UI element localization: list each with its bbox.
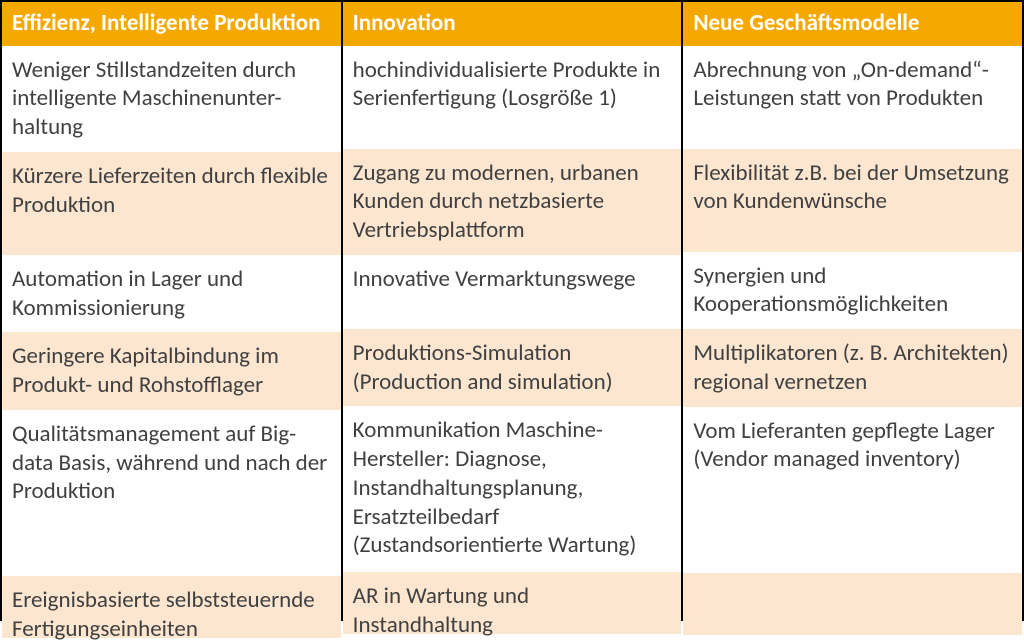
column-business-models: Neue Geschäftsmodelle Abrechnung von „On… <box>683 2 1022 619</box>
table-cell: Ereignisbasierte selbststeuernde Fertigu… <box>2 576 341 638</box>
table-cell: Vom Lieferanten gepflegte Lager (Vendor … <box>683 407 1022 573</box>
table-cell: Kürzere Lieferzeiten durch flexible Prod… <box>2 152 341 255</box>
column-header: Neue Geschäftsmodelle <box>683 2 1022 46</box>
column-header: Effizienz, Intelligente Produktion <box>2 2 341 46</box>
column-innovation: Innovation hochindividualisierte Produkt… <box>343 2 684 619</box>
table-cell: Weniger Stillstandzeiten durch intellige… <box>2 46 341 152</box>
table-cell: Geringere Kapitalbindung im Produkt- und… <box>2 332 341 410</box>
table-cell: AR in Wartung und Instandhaltung <box>343 572 682 634</box>
column-efficiency: Effizienz, Intelligente Produktion Wenig… <box>2 2 343 619</box>
comparison-table: Effizienz, Intelligente Produktion Wenig… <box>0 0 1024 621</box>
table-cell: Innovative Vermarktungswege <box>343 255 682 329</box>
table-cell: Flexibilität z.B. bei der Umsetzung von … <box>683 149 1022 252</box>
table-cell: Kommunikation Maschine-Hersteller: Diagn… <box>343 406 682 572</box>
table-cell: Zugang zu modernen, urbanen Kunden durch… <box>343 149 682 255</box>
table-cell: hochindividualisierte Produkte in Serien… <box>343 46 682 149</box>
table-cell: Abrechnung von „On-demand“-Leistungen st… <box>683 46 1022 149</box>
table-cell: Qualitätsmanagement auf Big-data Basis, … <box>2 410 341 576</box>
table-cell: Synergien und Kooperationsmöglichkeiten <box>683 252 1022 330</box>
table-cell: Automation in Lager und Kommissionierung <box>2 255 341 333</box>
table-cell: Multiplikatoren (z. B. Architekten) regi… <box>683 329 1022 407</box>
table-cell <box>683 573 1022 635</box>
table-cell: Produktions-Simulation (Production and s… <box>343 329 682 407</box>
column-header: Innovation <box>343 2 682 46</box>
